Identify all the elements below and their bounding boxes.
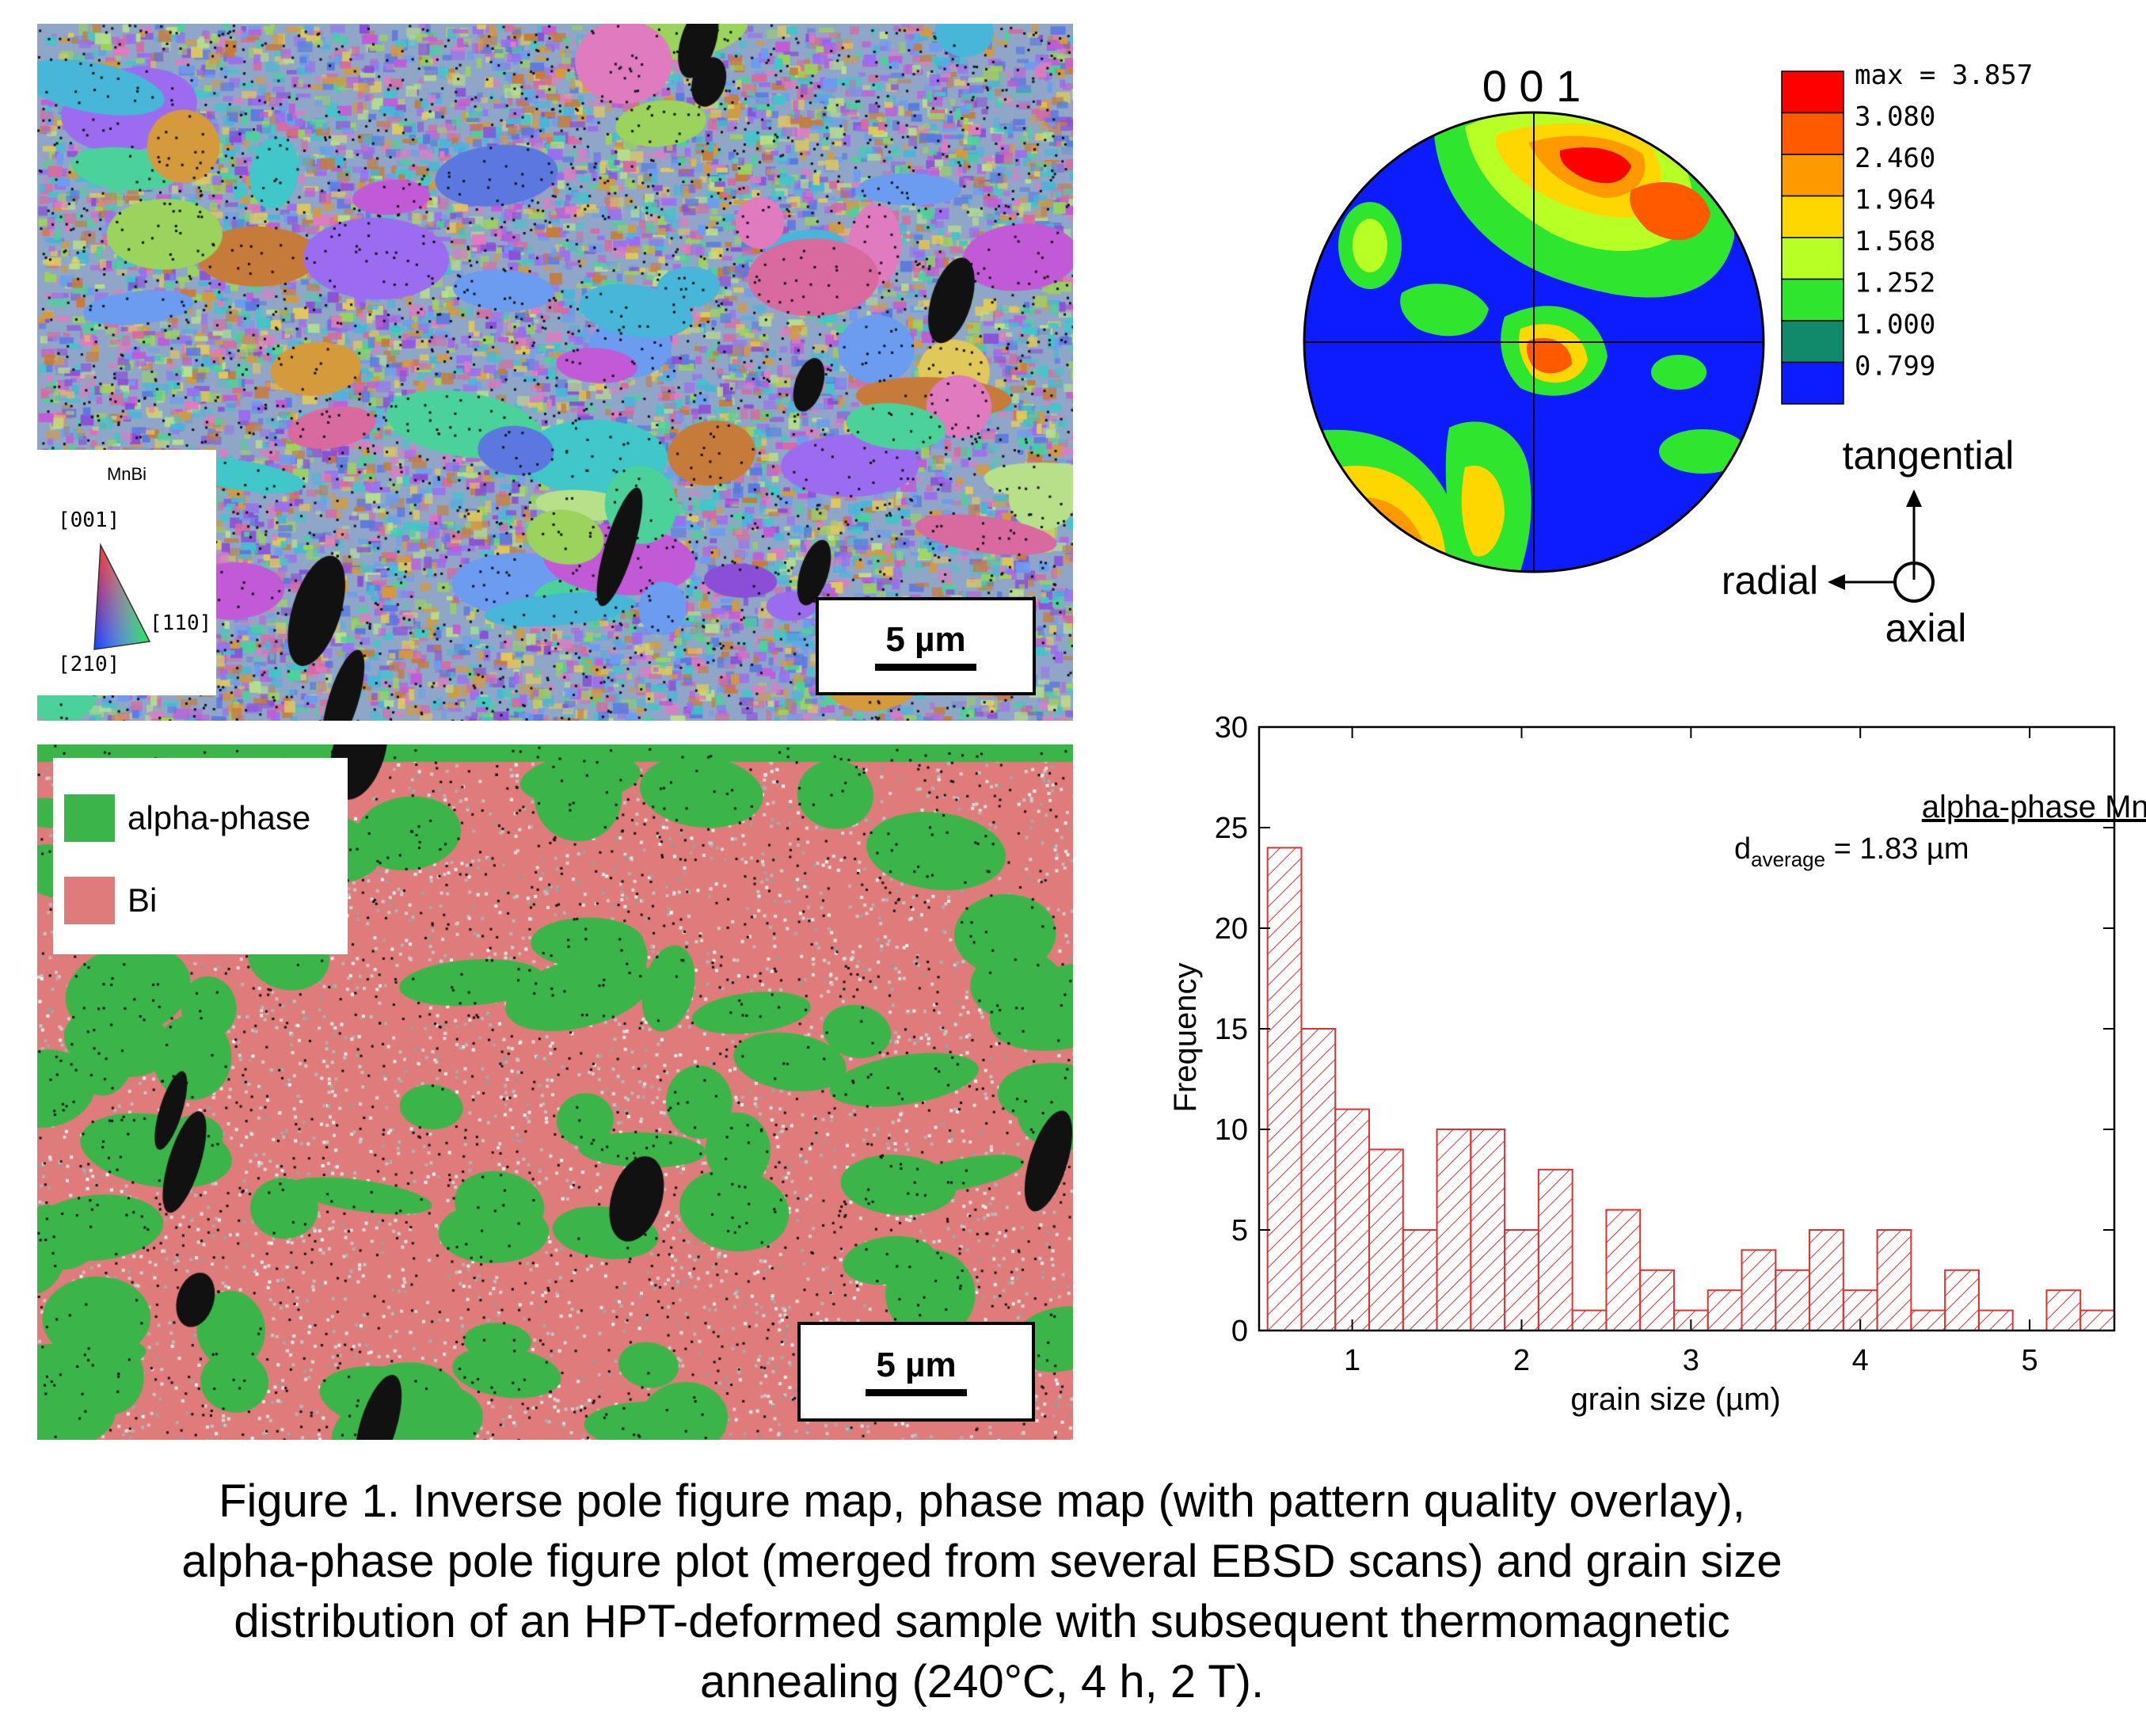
histogram-bar [1809, 1229, 1844, 1331]
caption-line: distribution of an HPT-deformed sample w… [234, 1596, 1730, 1647]
ipf-scale-bar-line [875, 663, 976, 671]
annotation-title: alpha-phase MnBi [1922, 790, 2146, 824]
histogram-bar [2079, 1309, 2116, 1331]
radial-arrow-icon [1828, 574, 1845, 590]
annotation-average-subscript: average [1751, 847, 1825, 871]
histogram-bar [1571, 1309, 1608, 1331]
histogram-bars [1266, 847, 2116, 1332]
annotation-average-prefix: d [1734, 832, 1751, 866]
histogram-bar [1300, 1028, 1337, 1331]
x-tick-label: 5 [2021, 1344, 2038, 1377]
ipf-scale-bar: 5 µm [816, 597, 1036, 695]
ipf-key-label-110: [110] [150, 611, 212, 635]
histogram-bar [1639, 1269, 1675, 1331]
y-tick-label: 30 [1215, 711, 1248, 744]
x-axis-label: grain size (µm) [1570, 1382, 1780, 1417]
phase-scale-bar-label: 5 µm [876, 1345, 957, 1384]
x-tick-label: 2 [1513, 1344, 1530, 1377]
colorbar-label: 1.964 [1855, 185, 1935, 216]
caption-line: Figure 1. Inverse pole figure map, phase… [219, 1475, 1745, 1527]
histogram-bar [1741, 1249, 1777, 1332]
legend-item-bi: Bi [64, 877, 157, 924]
histogram-axes: 1 2 3 4 5 0 5 10 15 20 25 30 [1215, 711, 2116, 1377]
colorbar-label: 1.252 [1855, 268, 1935, 299]
colorbar-swatch [1781, 361, 1844, 405]
ipf-key-label-210: [210] [58, 653, 120, 676]
colorbar-label: 1.568 [1855, 226, 1935, 257]
figure-caption: Figure 1. Inverse pole figure map, phase… [48, 1471, 1916, 1712]
histogram-bar [1368, 1148, 1404, 1332]
ipf-color-triangle [93, 542, 151, 650]
x-tick-label: 3 [1683, 1344, 1699, 1377]
phase-scale-bar-line [866, 1388, 967, 1396]
colorbar-swatch [1781, 320, 1844, 364]
histogram-bar [1605, 1209, 1642, 1331]
pole-figure-colorbar: max = 3.857 3.080 2.460 1.964 1.568 1.252 1.00… [1781, 59, 2033, 405]
y-tick-label: 25 [1215, 812, 1248, 845]
colorbar-swatch [1781, 195, 1844, 238]
ipf-key-label-001: [001] [58, 508, 120, 532]
y-tick-label: 0 [1231, 1315, 1248, 1348]
colorbar-label: 3.080 [1855, 101, 1935, 133]
colorbar-swatch [1781, 154, 1844, 197]
legend-label-bi: Bi [127, 881, 158, 919]
histogram-bar [1910, 1309, 1946, 1331]
colorbar-label: 2.460 [1855, 143, 1935, 174]
y-tick-label: 15 [1215, 1013, 1248, 1046]
colorbar-label: max = 3.857 [1855, 59, 2033, 91]
phase-scale-bar: 5 µm [797, 1322, 1035, 1422]
histogram-bar [1334, 1108, 1371, 1331]
pole-figure: 0 0 1 max = 3.857 3.080 2.460 1.964 1.568 1.2… [1303, 59, 2033, 650]
pole-figure-title: 0 0 1 [1482, 61, 1581, 111]
caption-line: annealing (240°C, 4 h, 2 T). [699, 1656, 1265, 1707]
histogram-bar [1266, 847, 1303, 1331]
histogram-bar [1537, 1168, 1573, 1331]
annotation-average-value: = 1.83 µm [1825, 832, 1969, 866]
colorbar-swatch [1781, 237, 1844, 280]
grain-size-histogram: 1 2 3 4 5 0 5 10 15 20 25 30 grain size (µm) Freque… [1168, 711, 2146, 1417]
legend-swatch-bi [64, 877, 115, 924]
histogram-bar [1944, 1269, 1980, 1331]
histogram-bar [1977, 1309, 2014, 1331]
y-tick-label: 5 [1231, 1214, 1248, 1247]
caption-line: alpha-phase pole figure plot (merged fro… [181, 1536, 1783, 1587]
tangential-label: tangential [1843, 433, 2015, 478]
legend-item-alpha-phase: alpha-phase [64, 794, 310, 842]
sample-axes-indicator: tangential radial axial [1722, 433, 2015, 650]
ipf-color-key: MnBi [001] [110] [210] [37, 450, 216, 695]
phase-legend: alpha-phase Bi [53, 758, 348, 954]
histogram-bar [1775, 1269, 1811, 1331]
histogram-bar [1470, 1129, 1506, 1331]
histogram-bar [1436, 1129, 1472, 1331]
colorbar-swatch [1781, 70, 1844, 114]
legend-swatch-alpha-phase [64, 794, 115, 842]
tangential-arrow-icon [1906, 489, 1922, 507]
y-axis-label: Frequency [1168, 963, 1203, 1113]
y-tick-label: 20 [1215, 912, 1248, 946]
annotation-average: daverage = 1.83 µm [1734, 832, 1969, 871]
histogram-bar [1402, 1229, 1438, 1331]
legend-label-alpha-phase: alpha-phase [127, 799, 311, 836]
y-tick-label: 10 [1215, 1114, 1248, 1147]
colorbar-swatch [1781, 112, 1844, 155]
histogram-bar [1876, 1229, 1912, 1331]
axial-label: axial [1885, 606, 1967, 650]
histogram-bar [2045, 1289, 2082, 1332]
histogram-bar [1504, 1229, 1539, 1331]
radial-label: radial [1722, 558, 1818, 603]
ipf-key-title: MnBi [106, 464, 147, 484]
ipf-scale-bar-label: 5 µm [885, 619, 966, 659]
colorbar-label: 1.000 [1855, 309, 1935, 341]
x-tick-label: 1 [1344, 1344, 1360, 1377]
histogram-bar [1707, 1289, 1743, 1332]
colorbar-swatch [1781, 278, 1844, 322]
colorbar-label: 0.799 [1855, 351, 1935, 383]
x-tick-label: 4 [1852, 1344, 1869, 1377]
